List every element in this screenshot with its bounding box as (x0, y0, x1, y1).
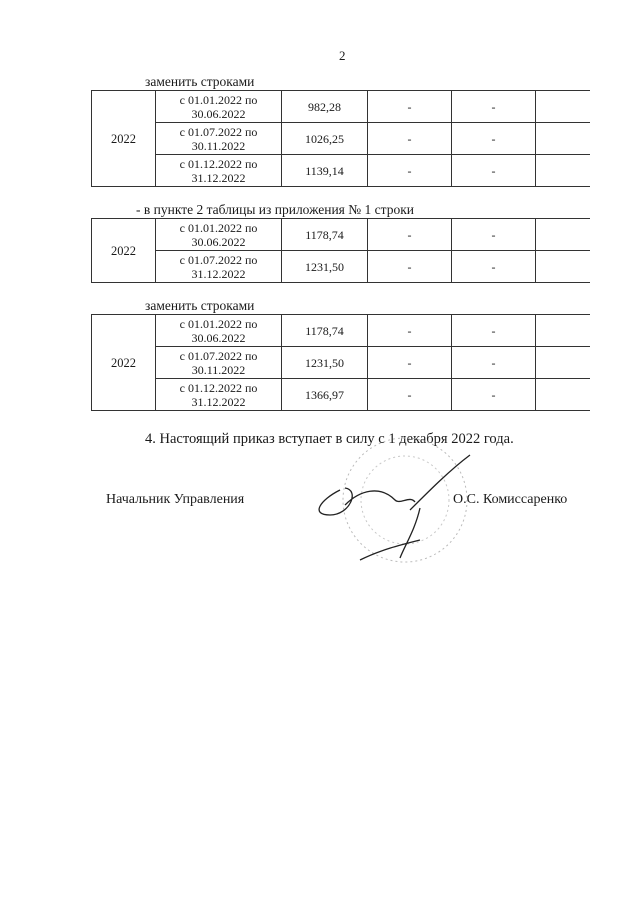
empty-cell (535, 250, 590, 283)
table-row: с 01.07.2022 по 30.11.2022 1026,25- - (92, 122, 590, 155)
handwritten-signature (318, 454, 471, 561)
signatory-name: О.С. Комиссаренко (453, 492, 568, 507)
empty-cell (535, 218, 590, 251)
dash-cell: - (451, 218, 536, 251)
period-line: 30.11.2022 (191, 138, 246, 153)
period-cell: с 01.12.2022 по 31.12.2022 (155, 154, 282, 187)
value-cell: 982,28 (281, 90, 368, 123)
dash-cell: - (367, 154, 452, 187)
value-cell: 1026,25 (281, 122, 368, 155)
period-line: с 01.01.2022 по (179, 316, 258, 331)
year-cell: 2022 (91, 90, 156, 187)
table-row: с 01.07.2022 по 30.11.2022 1231,50- - (92, 346, 590, 379)
dash-cell: - (367, 250, 452, 283)
period-cell: с 01.07.2022 по 31.12.2022 (155, 250, 282, 283)
period-line: 30.06.2022 (191, 234, 246, 249)
period-cell: с 01.01.2022 по 30.06.2022 (155, 314, 282, 347)
dash-cell: - (451, 154, 536, 187)
period-line: с 01.12.2022 по (179, 156, 258, 171)
dash-cell: - (451, 378, 536, 411)
period-line: 31.12.2022 (191, 170, 246, 185)
dash-cell: - (367, 90, 452, 123)
table-row: с 01.12.2022 по 31.12.2022 1139,14- - (92, 154, 590, 187)
dash-cell: - (451, 90, 536, 123)
dash-cell: - (451, 346, 536, 379)
table-row: 2022 с 01.01.2022 по 30.06.2022 1178,74- - (91, 314, 590, 411)
dash-cell: - (367, 314, 452, 347)
period-cell: с 01.07.2022 по 30.11.2022 (155, 346, 282, 379)
value-cell: 1366,97 (281, 378, 368, 411)
tariff-table: 2022 с 01.01.2022 по 30.06.2022 982,28- - с 0… (91, 90, 590, 187)
year-cell: 2022 (91, 218, 156, 283)
period-line: 30.06.2022 (191, 330, 246, 345)
table-row: с 01.07.2022 по 31.12.2022 1231,50- - (92, 250, 590, 283)
block-intro: заменить строками (145, 74, 255, 89)
empty-cell (535, 378, 590, 411)
period-line: с 01.07.2022 по (179, 124, 258, 139)
period-line: 30.11.2022 (191, 362, 246, 377)
period-line: 30.06.2022 (191, 106, 246, 121)
table-row: 2022 с 01.01.2022 по 30.06.2022 1178,74- - (91, 218, 590, 283)
value-cell: 1231,50 (281, 346, 368, 379)
period-line: 31.12.2022 (191, 394, 246, 409)
table-row: с 01.12.2022 по 31.12.2022 1366,97- - (92, 378, 590, 411)
page-number: 2 (339, 48, 346, 63)
value-cell: 1231,50 (281, 250, 368, 283)
empty-cell (535, 346, 590, 379)
period-line: с 01.01.2022 по (179, 220, 258, 235)
block-intro: заменить строками (145, 298, 255, 313)
dash-cell: - (367, 122, 452, 155)
dash-cell: - (451, 250, 536, 283)
period-line: с 01.07.2022 по (179, 252, 258, 267)
tariff-table: 2022 с 01.01.2022 по 30.06.2022 1178,74- - с … (91, 314, 590, 411)
value-cell: 1178,74 (281, 218, 368, 251)
period-line: с 01.12.2022 по (179, 380, 258, 395)
dash-cell: - (451, 122, 536, 155)
empty-cell (535, 90, 590, 123)
tariff-table: 2022 с 01.01.2022 по 30.06.2022 1178,74- - с … (91, 218, 590, 283)
dash-cell: - (451, 314, 536, 347)
dash-cell: - (367, 218, 452, 251)
block-intro: - в пункте 2 таблицы из приложения № 1 с… (136, 202, 414, 217)
empty-cell (535, 314, 590, 347)
value-cell: 1139,14 (281, 154, 368, 187)
period-line: 31.12.2022 (191, 266, 246, 281)
period-cell: с 01.01.2022 по 30.06.2022 (155, 90, 282, 123)
period-cell: с 01.07.2022 по 30.11.2022 (155, 122, 282, 155)
period-cell: с 01.12.2022 по 31.12.2022 (155, 378, 282, 411)
empty-cell (535, 154, 590, 187)
signature-stamp (318, 437, 471, 563)
empty-cell (535, 122, 590, 155)
dash-cell: - (367, 346, 452, 379)
stamp-outer-ring (342, 437, 468, 563)
dash-cell: - (367, 378, 452, 411)
signatory-position: Начальник Управления (106, 492, 245, 507)
year-cell: 2022 (91, 314, 156, 411)
period-line: с 01.01.2022 по (179, 92, 258, 107)
period-line: с 01.07.2022 по (179, 348, 258, 363)
value-cell: 1178,74 (281, 314, 368, 347)
effective-date-paragraph: 4. Настоящий приказ вступает в силу с 1 … (145, 431, 514, 447)
table-row: 2022 с 01.01.2022 по 30.06.2022 982,28- - (91, 90, 590, 187)
stamp-inner-ring (360, 455, 450, 545)
period-cell: с 01.01.2022 по 30.06.2022 (155, 218, 282, 251)
